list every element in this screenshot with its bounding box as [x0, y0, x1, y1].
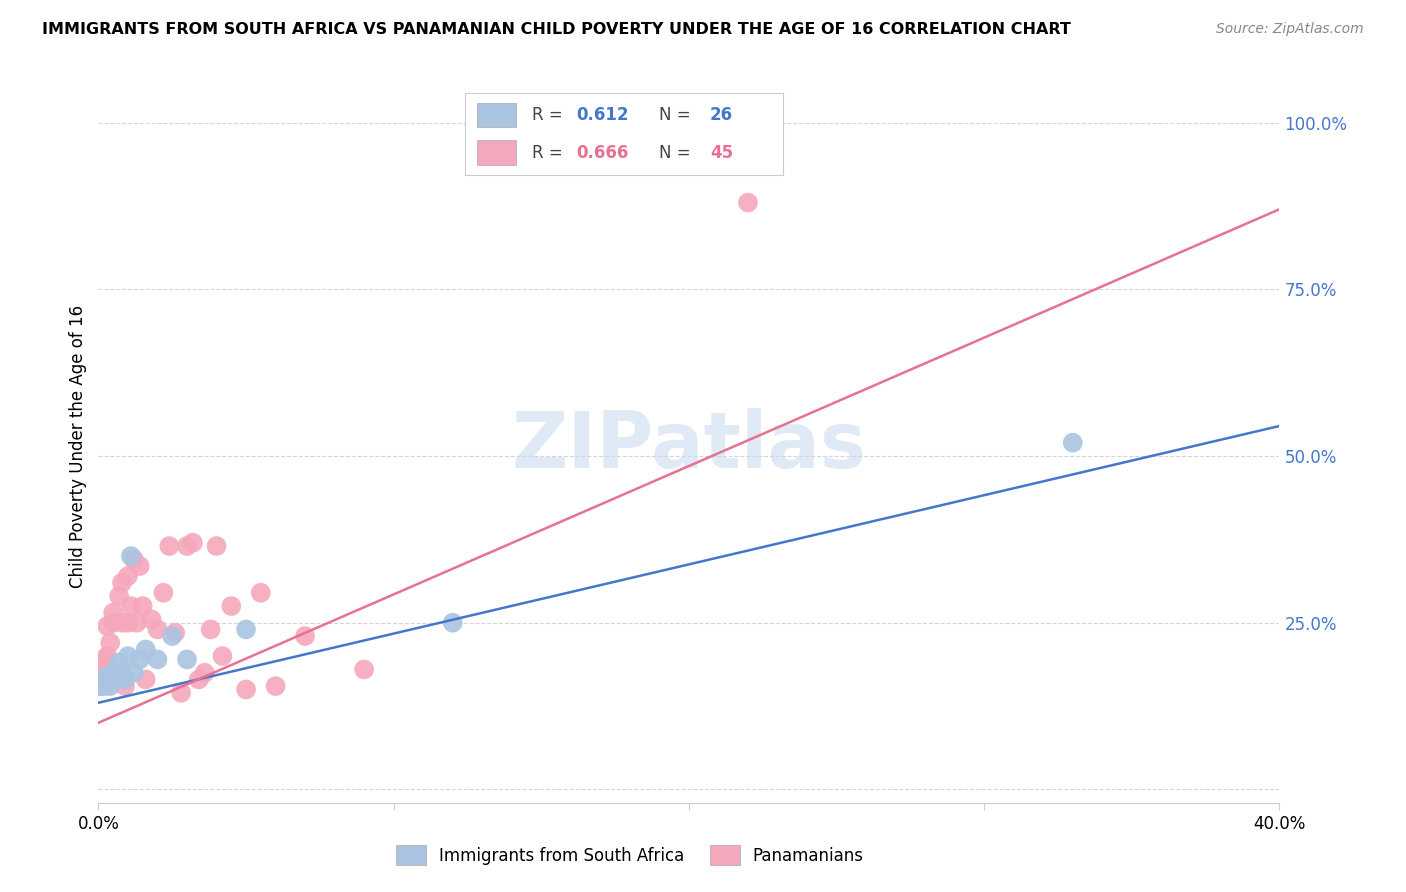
Point [294, 629, 316, 643]
Point [111, 575, 134, 590]
Point [93, 652, 115, 666]
Point [90, 673, 112, 687]
Point [194, 665, 217, 680]
Point [108, 656, 131, 670]
Text: ZIPatlas: ZIPatlas [512, 408, 866, 484]
Point [103, 673, 125, 687]
Point [93, 675, 115, 690]
Point [96, 649, 118, 664]
Point [128, 559, 150, 574]
Point [103, 606, 125, 620]
Point [176, 652, 198, 666]
Point [93, 679, 115, 693]
Point [200, 623, 222, 637]
Point [162, 629, 183, 643]
Point [120, 599, 142, 613]
Y-axis label: Child Poverty Under the Age of 16: Child Poverty Under the Age of 16 [69, 304, 87, 588]
Point [132, 599, 155, 613]
Point [111, 665, 134, 680]
Point [96, 665, 118, 680]
Point [122, 552, 145, 566]
Point [105, 665, 128, 680]
Text: Source: ZipAtlas.com: Source: ZipAtlas.com [1216, 22, 1364, 37]
Point [157, 539, 180, 553]
Point [125, 615, 148, 630]
Point [165, 625, 187, 640]
Point [108, 589, 131, 603]
Point [98, 636, 121, 650]
Point [146, 623, 169, 637]
Point [96, 669, 118, 683]
Point [96, 673, 118, 687]
Point [1062, 435, 1084, 450]
Point [264, 679, 287, 693]
Point [205, 539, 228, 553]
Point [98, 679, 121, 693]
Point [146, 652, 169, 666]
Point [187, 673, 209, 687]
Point [98, 673, 121, 687]
Point [103, 665, 125, 680]
Point [103, 615, 125, 630]
Point [235, 623, 257, 637]
Point [152, 585, 174, 599]
Point [96, 619, 118, 633]
Point [90, 679, 112, 693]
Point [120, 549, 142, 563]
Point [181, 535, 204, 549]
Point [111, 615, 134, 630]
Point [93, 673, 115, 687]
Point [737, 195, 759, 210]
Point [90, 662, 112, 676]
Point [98, 669, 121, 683]
Point [135, 642, 157, 657]
Point [135, 673, 157, 687]
Point [117, 569, 139, 583]
Legend: Immigrants from South Africa, Panamanians: Immigrants from South Africa, Panamanian… [388, 837, 872, 873]
Point [235, 682, 257, 697]
Point [89, 679, 111, 693]
Point [176, 539, 198, 553]
Point [114, 679, 136, 693]
Text: IMMIGRANTS FROM SOUTH AFRICA VS PANAMANIAN CHILD POVERTY UNDER THE AGE OF 16 COR: IMMIGRANTS FROM SOUTH AFRICA VS PANAMANI… [42, 22, 1071, 37]
Point [211, 649, 233, 664]
Point [441, 615, 464, 630]
Point [250, 585, 273, 599]
Point [219, 599, 242, 613]
Point [117, 649, 139, 664]
Point [141, 612, 163, 626]
Point [105, 665, 128, 680]
Point [90, 673, 112, 687]
Point [122, 665, 145, 680]
Point [353, 662, 375, 676]
Point [114, 673, 136, 687]
Point [128, 652, 150, 666]
Point [170, 686, 193, 700]
Point [117, 615, 139, 630]
Point [89, 665, 111, 680]
